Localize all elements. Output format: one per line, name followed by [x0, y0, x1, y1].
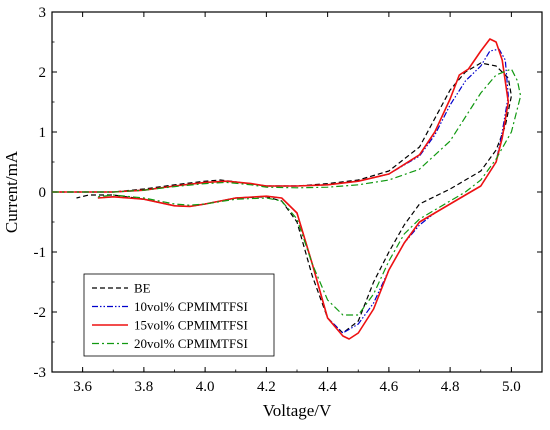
y-axis-title: Current/mA [2, 150, 21, 233]
series-line-3 [52, 38, 510, 340]
y-tick-label: -3 [34, 365, 47, 381]
y-tick-label: 3 [39, 5, 47, 21]
y-tick-label: 2 [39, 65, 47, 81]
x-tick-label: 3.6 [73, 379, 92, 395]
legend: BE 10vol% CPMIMTFSI 15vol% CPMIMTFSI 20vol%… [83, 273, 275, 357]
x-tick-label: 4.6 [380, 379, 399, 395]
legend-label-2: 10vol% CPMIMTFSI [134, 299, 248, 314]
x-tick-label: 5.0 [502, 379, 521, 395]
x-axis-ticks: 3.6 3.8 4.0 4.2 4.4 4.6 4.8 5.0 [51, 12, 543, 395]
y-axis-ticks: -3 -2 -1 0 1 2 3 [34, 5, 542, 381]
x-tick-label: 4.4 [318, 379, 337, 395]
legend-label-3: 15vol% CPMIMTFSI [134, 318, 248, 333]
y-tick-label: 1 [39, 125, 47, 141]
x-tick-label: 3.8 [135, 379, 154, 395]
y-tick-label: -1 [34, 245, 47, 261]
x-tick-label: 4.0 [196, 379, 215, 395]
legend-label-1: BE [134, 281, 151, 296]
series-line-4 [52, 68, 522, 316]
legend-box [83, 273, 275, 357]
x-axis-title: Voltage/V [263, 401, 332, 420]
y-tick-label: -2 [34, 305, 47, 321]
y-tick-label: 0 [39, 185, 47, 201]
series-layer [52, 38, 522, 340]
legend-label-4: 20vol% CPMIMTFSI [134, 336, 248, 351]
x-tick-label: 4.8 [441, 379, 460, 395]
x-tick-label: 4.2 [257, 379, 276, 395]
